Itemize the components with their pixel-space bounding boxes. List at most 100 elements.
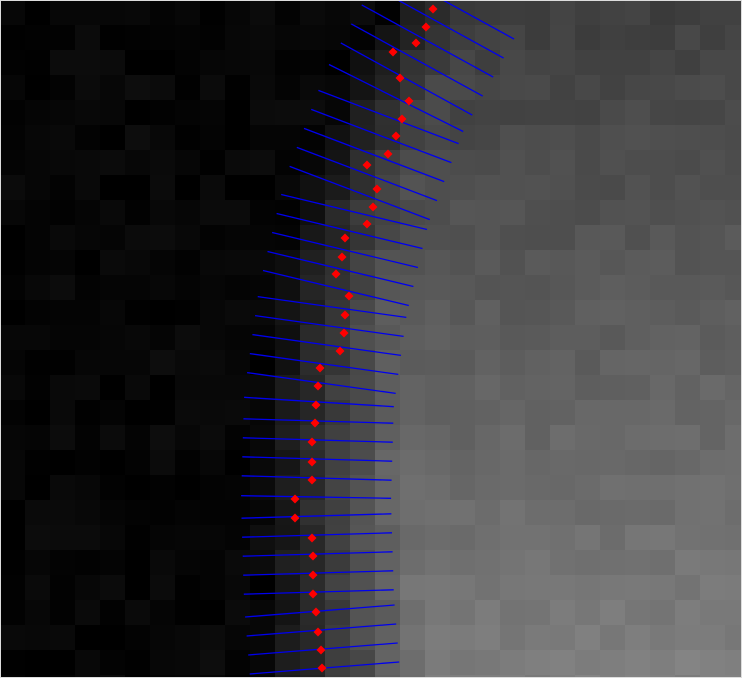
pixel-block (575, 50, 600, 75)
pixel-block (50, 475, 75, 500)
pixel-block (325, 0, 350, 25)
pixel-block (375, 400, 400, 425)
pixel-block (175, 650, 200, 675)
pixel-block (725, 400, 742, 425)
pixel-block (700, 50, 725, 75)
pixel-block (725, 225, 742, 250)
pixel-block (0, 225, 25, 250)
pixel-block (625, 350, 650, 375)
pixel-block (425, 100, 450, 125)
pixel-block (425, 650, 450, 675)
pixel-block (250, 300, 275, 325)
pixel-block (125, 200, 150, 225)
pixel-block (225, 300, 250, 325)
pixel-block (250, 450, 275, 475)
pixel-block (150, 625, 175, 650)
pixel-block (150, 600, 175, 625)
pixel-block (450, 50, 475, 75)
pixel-block (75, 475, 100, 500)
pixel-block (125, 375, 150, 400)
pixel-block (625, 625, 650, 650)
pixel-block (525, 625, 550, 650)
pixel-block (175, 400, 200, 425)
pixel-block (225, 450, 250, 475)
pixel-block (600, 150, 625, 175)
pixel-block (250, 250, 275, 275)
pixel-block (700, 600, 725, 625)
pixel-block (550, 525, 575, 550)
pixel-block (350, 525, 375, 550)
pixel-block (450, 475, 475, 500)
pixel-block (200, 400, 225, 425)
pixel-block (375, 0, 400, 25)
pixel-block (425, 550, 450, 575)
pixel-block (725, 425, 742, 450)
pixel-block (600, 400, 625, 425)
pixel-block (150, 225, 175, 250)
pixel-block (525, 0, 550, 25)
pixel-block (675, 100, 700, 125)
pixel-block (250, 25, 275, 50)
pixel-block (575, 625, 600, 650)
pixel-block (100, 75, 125, 100)
pixel-block (325, 75, 350, 100)
pixel-block (675, 625, 700, 650)
pixel-block (675, 500, 700, 525)
pixel-block (300, 275, 325, 300)
pixel-block (425, 375, 450, 400)
pixel-block (575, 175, 600, 200)
pixel-block (125, 500, 150, 525)
pixel-block (0, 300, 25, 325)
pixel-block (150, 200, 175, 225)
pixel-block (50, 400, 75, 425)
pixel-block (150, 175, 175, 200)
pixel-block (675, 75, 700, 100)
pixel-block (125, 600, 150, 625)
pixel-block (50, 25, 75, 50)
pixel-block (25, 400, 50, 425)
pixel-block (125, 225, 150, 250)
pixel-block (150, 150, 175, 175)
pixel-block (0, 250, 25, 275)
pixel-block (575, 275, 600, 300)
pixel-block (475, 525, 500, 550)
pixel-block (475, 550, 500, 575)
pixel-block (700, 325, 725, 350)
pixel-block (275, 125, 300, 150)
pixel-block (725, 650, 742, 675)
pixel-block (225, 250, 250, 275)
pixel-block (25, 175, 50, 200)
pixel-block (225, 25, 250, 50)
pixel-block (575, 525, 600, 550)
pixel-block (150, 250, 175, 275)
pixel-block (50, 250, 75, 275)
pixel-block (600, 450, 625, 475)
pixel-block (50, 625, 75, 650)
pixel-block (450, 625, 475, 650)
pixel-block (75, 250, 100, 275)
pixel-block (625, 300, 650, 325)
pixel-block (50, 275, 75, 300)
pixel-block (100, 300, 125, 325)
pixel-block (150, 375, 175, 400)
pixel-block (400, 550, 425, 575)
pixel-block (300, 50, 325, 75)
pixel-block (150, 475, 175, 500)
pixel-block (575, 300, 600, 325)
pixel-block (0, 450, 25, 475)
pixel-block (550, 400, 575, 425)
pixel-block (475, 250, 500, 275)
pixel-block (475, 375, 500, 400)
pixel-block (475, 275, 500, 300)
pixel-block (475, 325, 500, 350)
pixel-block (175, 450, 200, 475)
pixel-block (450, 600, 475, 625)
pixel-block (500, 250, 525, 275)
pixel-block (500, 425, 525, 450)
pixel-block (575, 150, 600, 175)
pixel-block (625, 150, 650, 175)
pixel-block (200, 225, 225, 250)
pixel-block (575, 575, 600, 600)
pixel-block (400, 650, 425, 675)
pixel-block (175, 150, 200, 175)
